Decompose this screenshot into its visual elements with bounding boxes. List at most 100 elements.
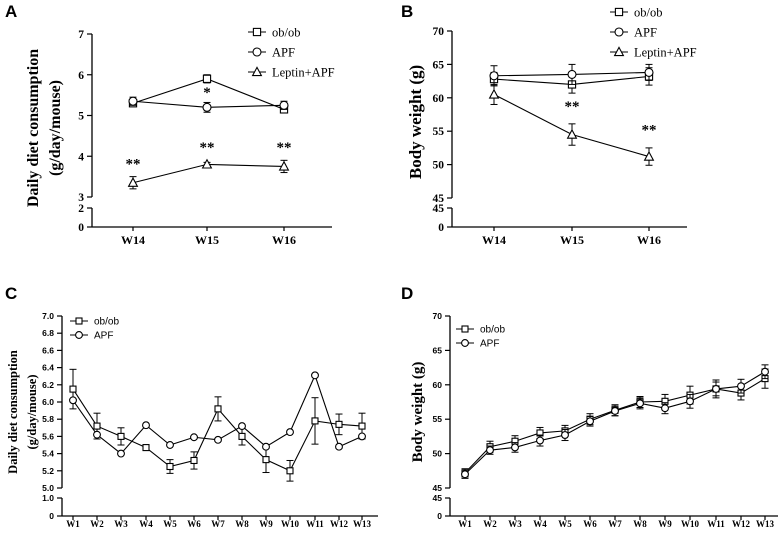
panel-letter: D [401,284,413,303]
x-tick-label: W11 [707,519,725,529]
data-point [214,405,222,413]
x-tick-label: W4 [533,519,547,529]
legend-label: Leptin+APF [634,45,697,59]
significance-marker: ** [642,123,657,139]
panel-letter: B [401,2,413,21]
x-tick-label: W12 [732,519,751,529]
y-tick-label: 5.4 [42,449,54,459]
y-axis-label: Body weight (g) [410,362,426,463]
data-point [190,456,198,465]
legend-marker [461,339,469,347]
legend-marker [252,47,262,57]
data-point [117,432,125,440]
data-point [358,422,366,430]
x-tick-label: W7 [608,519,622,529]
series-apf: APF [489,25,657,87]
data-point [661,404,669,413]
series-line [464,378,766,474]
series-leptin-apf: Leptin+APF [127,65,335,190]
data-point [636,399,644,408]
axes: 0 1.05.0 5.2 5.4 5.6 5.8 6.0 6.2 6.4 6.6 6.8 7.0 W1 W… [42,311,378,529]
data-point [278,160,290,171]
legend-label: APF [94,331,113,342]
x-tick-label: W2 [90,519,104,529]
y-tick-label: 60 [433,380,443,390]
x-tick-label: W13 [353,519,372,529]
y-tick-label: 55 [433,414,443,424]
data-point [279,100,289,110]
legend-marker [75,317,83,325]
legend-label: ob/ob [94,317,119,328]
data-point [202,74,212,83]
data-point [486,446,494,455]
x-tick-label: W1 [66,519,80,529]
y-tick-label: 45 [433,193,445,205]
legend-label: APF [634,25,657,39]
y-tick-label: 70 [433,311,443,321]
data-point [761,367,769,376]
x-tick-label: W10 [681,519,700,529]
data-point [311,417,319,425]
series-ob-ob: ob/ob [69,317,366,482]
y-tick-label: 7.0 [42,311,54,321]
series-line [464,371,766,475]
legend-label: ob/ob [272,25,300,39]
data-point [69,385,77,393]
data-point [566,128,578,139]
x-tick-label: W3 [114,519,128,529]
data-point [461,470,469,479]
x-tick-label: W13 [756,519,775,529]
legend-marker [252,27,262,37]
data-point [117,449,125,458]
series-apf: APF [69,331,366,458]
y-axis-label-line2: (g/day/mouse) [47,80,64,176]
data-point [335,420,343,428]
y-tick-label: 0 [438,222,444,234]
legend-marker [613,46,625,57]
data-point [238,422,246,431]
data-point [262,442,270,451]
legend-label: APF [272,45,295,59]
x-tick-label: W14 [482,233,506,247]
data-point [166,462,174,471]
data-point [561,431,569,439]
data-point [644,67,654,77]
y-tick-label: 6.2 [42,380,54,390]
data-point [611,406,619,415]
data-point [142,421,150,430]
data-point [286,428,294,437]
x-tick-label: W12 [330,519,349,529]
panel-letter: C [5,284,17,303]
x-tick-label: W16 [272,233,296,247]
significance-marker: ** [126,156,141,172]
data-point [142,444,150,452]
data-point [712,384,720,393]
series-ob-ob: ob/ob [456,325,769,478]
data-point [311,371,319,380]
y-axis-label-line1: Daily diet consumption [25,49,42,207]
legend-marker [614,27,624,37]
data-point [262,456,270,464]
y-axis-label: Body weight (g) [406,65,425,179]
data-point [358,432,366,441]
x-tick-label: W5 [558,519,572,529]
data-point [166,441,174,449]
legend-label: ob/ob [480,325,505,336]
data-point [488,88,500,99]
x-tick-label: W10 [281,519,300,529]
x-tick-label: W4 [139,519,153,529]
x-tick-label: W8 [633,519,647,529]
data-point [567,69,577,79]
y-tick-label: 5.2 [42,466,54,476]
data-point [190,433,198,442]
series-apf: APF [456,339,769,479]
x-tick-label: W11 [306,519,324,529]
data-point [335,442,343,451]
y-tick-label: 6.6 [42,345,54,355]
data-point [201,158,213,169]
y-tick-label: 65 [433,59,445,71]
data-point [643,150,655,161]
